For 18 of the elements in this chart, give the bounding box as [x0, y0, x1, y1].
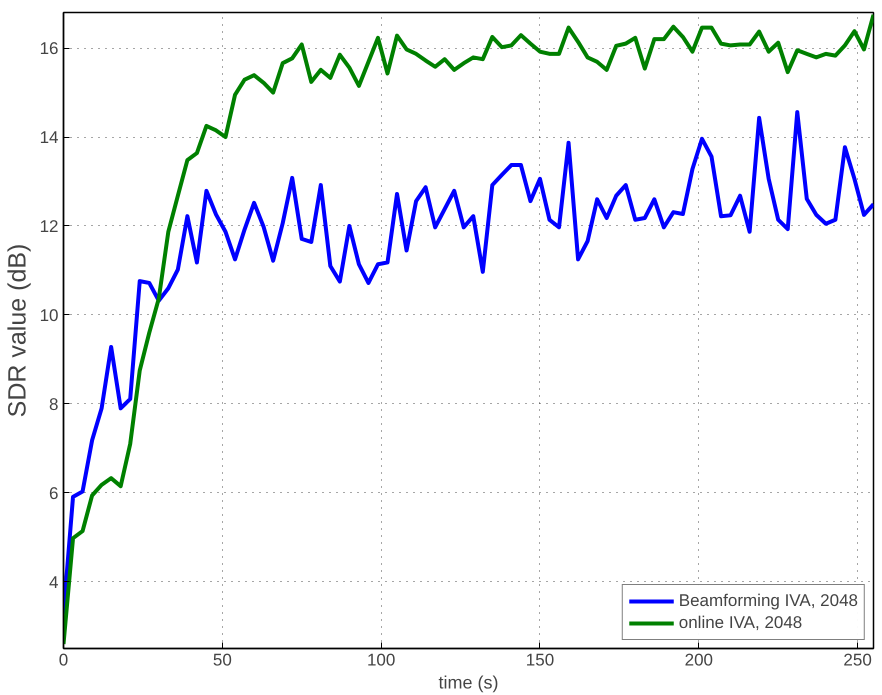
legend-label: online IVA, 2048 — [678, 613, 802, 633]
y-axis-title: SDR value (dB) — [4, 244, 32, 418]
line-series — [64, 12, 874, 646]
y-tick-label: 6 — [49, 484, 59, 503]
x-tick-label: 250 — [843, 650, 872, 670]
y-tick-label: 14 — [40, 128, 59, 148]
y-tick-label: 12 — [40, 216, 59, 236]
x-tick-label: 100 — [366, 650, 396, 670]
y-tick-label: 16 — [40, 39, 59, 58]
y-tick-label: 8 — [49, 394, 59, 414]
x-tick-label: 150 — [526, 650, 554, 670]
x-tick-label: 0 — [58, 650, 68, 670]
y-tick-label: 10 — [40, 306, 59, 325]
y-tick-label: 4 — [49, 572, 59, 592]
x-tick-label: 200 — [684, 650, 713, 670]
legend-label: Beamforming IVA, 2048 — [678, 591, 858, 611]
x-axis-title: time (s) — [438, 672, 499, 692]
x-tick-label: 50 — [212, 650, 232, 670]
